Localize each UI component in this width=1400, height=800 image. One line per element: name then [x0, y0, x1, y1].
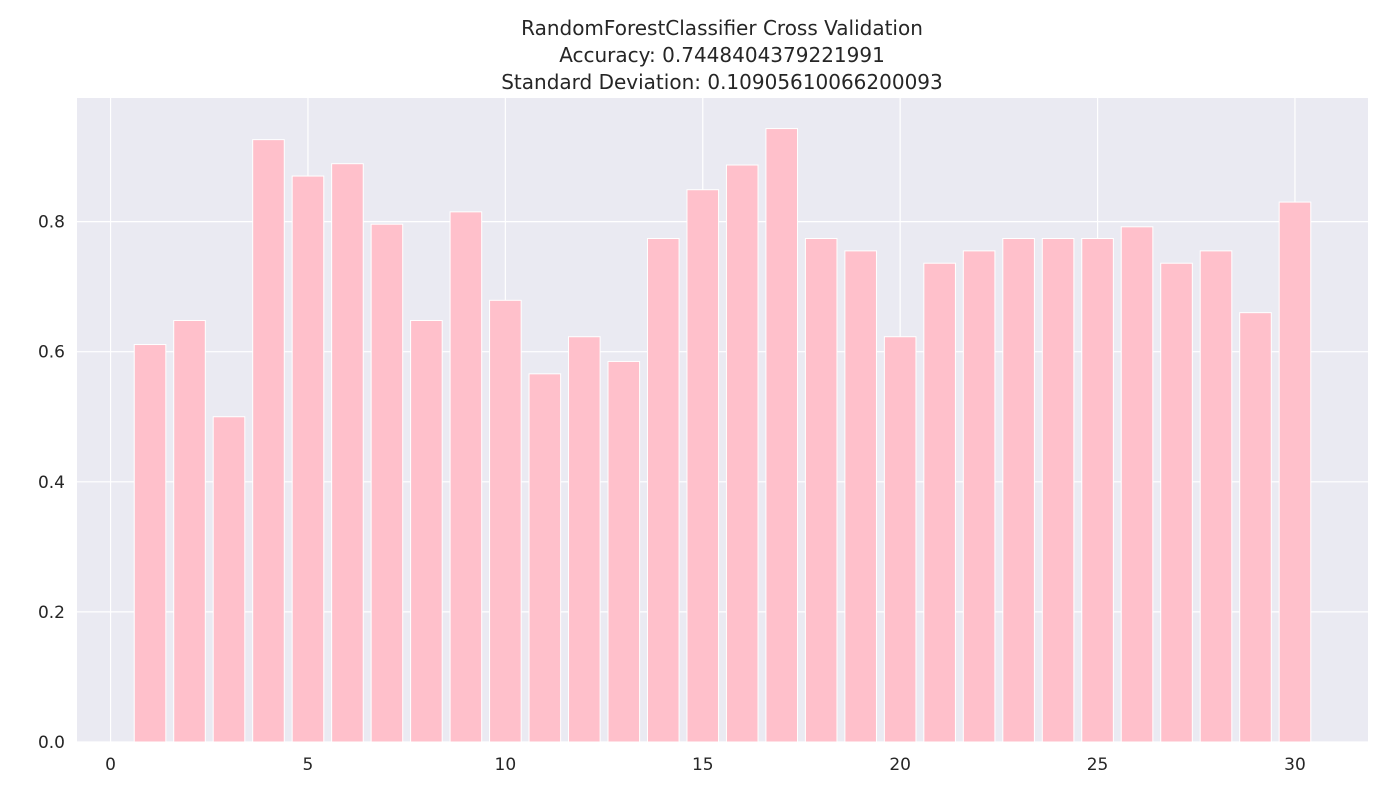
x-axis-ticks: 0 5 10 15 20 25 30: [105, 755, 1306, 775]
y-tick-label: 0.2: [38, 603, 65, 623]
chart-subtitle-accuracy: Accuracy: 0.7448404379221991: [559, 43, 885, 67]
bar: [173, 319, 206, 743]
y-tick-label: 0.8: [38, 213, 65, 233]
bar: [449, 211, 483, 743]
bar: [844, 250, 877, 743]
bar: [410, 319, 443, 743]
chart-title: RandomForestClassifier Cross Validation: [521, 16, 923, 40]
bar: [1239, 312, 1272, 743]
y-tick-label: 0.4: [38, 473, 65, 493]
x-tick-label: 0: [105, 755, 116, 775]
bar: [1081, 238, 1114, 743]
bar: [1120, 226, 1154, 743]
x-tick-label: 10: [495, 755, 517, 775]
bar: [331, 163, 364, 743]
bar: [923, 262, 956, 743]
bars: [133, 128, 1312, 743]
bar: [568, 336, 601, 743]
bar: [370, 223, 404, 743]
y-tick-label: 0.0: [38, 733, 65, 753]
bar: [607, 360, 641, 743]
bar: [725, 164, 759, 743]
bar: [1041, 238, 1075, 743]
bar: [1160, 262, 1193, 743]
bar: [1278, 201, 1312, 743]
bar: [646, 238, 680, 743]
chart-subtitle-std: Standard Deviation: 0.10905610066200093: [501, 70, 943, 94]
y-tick-label: 0.6: [38, 343, 65, 363]
y-axis-ticks: 0.0 0.2 0.4 0.6 0.8: [38, 213, 65, 753]
bar: [686, 189, 720, 743]
x-tick-label: 20: [889, 755, 911, 775]
bar: [765, 128, 799, 743]
bar: [252, 139, 285, 743]
bar: [1002, 238, 1035, 743]
bar: [133, 344, 167, 743]
bar: [291, 175, 325, 743]
bar: [528, 373, 562, 743]
bar: [962, 250, 996, 743]
x-tick-label: 30: [1284, 755, 1306, 775]
bar: [1199, 250, 1233, 743]
bar: [883, 336, 917, 743]
bar: [804, 238, 838, 743]
x-tick-label: 25: [1087, 755, 1109, 775]
bar: [212, 416, 246, 743]
x-tick-label: 15: [692, 755, 714, 775]
x-tick-label: 5: [303, 755, 314, 775]
bar: [489, 299, 522, 743]
